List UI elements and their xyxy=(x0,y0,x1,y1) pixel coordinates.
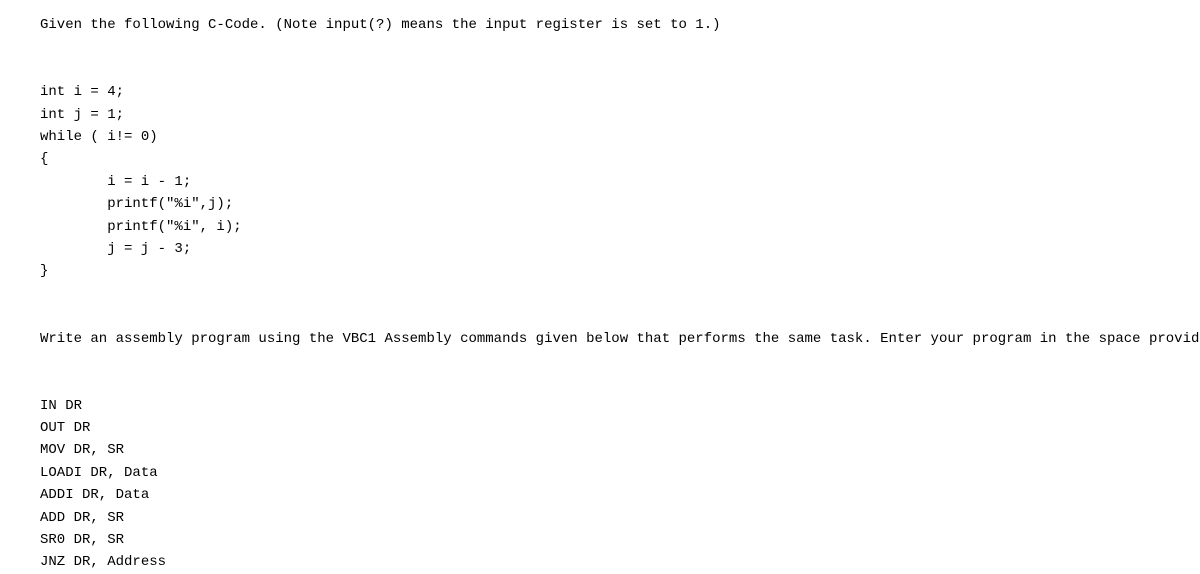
code-line: printf("%i",j); xyxy=(40,193,1160,215)
asm-line: LOADI DR, Data xyxy=(40,462,1160,484)
asm-line: OUT DR xyxy=(40,417,1160,439)
asm-line: ADD DR, SR xyxy=(40,507,1160,529)
spacer xyxy=(40,283,1160,328)
spacer xyxy=(40,350,1160,395)
code-line: { xyxy=(40,148,1160,170)
code-line: i = i - 1; xyxy=(40,171,1160,193)
prompt-text: Given the following C-Code. (Note input(… xyxy=(40,14,1160,36)
asm-line: ADDI DR, Data xyxy=(40,484,1160,506)
code-line: j = j - 3; xyxy=(40,238,1160,260)
asm-line: SR0 DR, SR xyxy=(40,529,1160,551)
code-line: printf("%i", i); xyxy=(40,216,1160,238)
code-line: int j = 1; xyxy=(40,104,1160,126)
code-line: } xyxy=(40,260,1160,282)
asm-line: JNZ DR, Address xyxy=(40,551,1160,573)
asm-line: MOV DR, SR xyxy=(40,439,1160,461)
spacer xyxy=(40,36,1160,81)
task-text: Write an assembly program using the VBC1… xyxy=(40,328,1160,350)
code-line: int i = 4; xyxy=(40,81,1160,103)
asm-line: IN DR xyxy=(40,395,1160,417)
code-line: while ( i!= 0) xyxy=(40,126,1160,148)
